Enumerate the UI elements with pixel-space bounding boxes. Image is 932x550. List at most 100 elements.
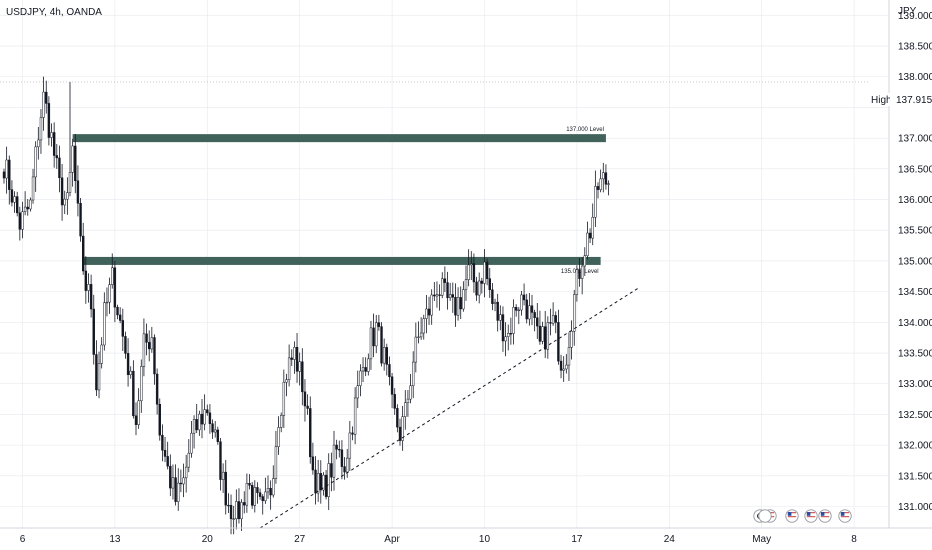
time-tick-label: 17 [571, 534, 583, 545]
candle-up [282, 381, 286, 416]
level-band[interactable] [83, 256, 601, 265]
candle-down [525, 299, 528, 320]
candle-down [301, 361, 304, 393]
candle-up [401, 416, 404, 441]
flag-icon[interactable] [838, 509, 852, 523]
candle-down [488, 278, 491, 290]
candle-up [264, 491, 267, 502]
candle-up [507, 333, 510, 337]
candle-down [557, 322, 560, 362]
candle-up [137, 400, 140, 425]
candle-up [367, 358, 370, 372]
candle-down [451, 294, 455, 298]
candle-down [26, 206, 29, 210]
candle-up [356, 385, 359, 399]
candles [2, 76, 610, 535]
candle-up [594, 186, 597, 218]
candle-down [491, 289, 494, 304]
candle-down [113, 267, 117, 308]
candle-down [522, 294, 526, 301]
candle-up [414, 336, 418, 363]
candle-down [229, 505, 233, 520]
candle-up [66, 192, 69, 200]
candle-down [433, 294, 436, 297]
candle-down [118, 314, 122, 321]
candle-down [124, 336, 127, 354]
candle-up [448, 294, 452, 299]
candle-up [517, 309, 520, 312]
candle-up [111, 267, 114, 285]
price-tick-label: 135.000 [898, 256, 932, 267]
flag-icon[interactable] [818, 509, 832, 523]
price-tick-label: 132.500 [898, 410, 932, 421]
time-tick-label: 13 [109, 534, 121, 545]
candle-up [567, 347, 571, 366]
candle-down [319, 473, 323, 491]
high-value-label: 137.915 [896, 95, 932, 106]
candle-down [158, 404, 161, 436]
candle-up [546, 322, 550, 350]
candle-down [446, 282, 449, 299]
candle-down [161, 434, 164, 451]
event-icons[interactable] [753, 509, 852, 523]
candle-up [528, 305, 531, 320]
candle-up [285, 379, 288, 383]
candle-down [216, 429, 220, 442]
candle-down [16, 196, 19, 214]
candle-down [153, 337, 156, 375]
time-tick-label: May [752, 534, 771, 545]
candle-up [298, 361, 301, 372]
flag-icon[interactable] [804, 509, 818, 523]
candle-down [472, 263, 476, 283]
candle-down [74, 145, 77, 182]
candle-down [536, 317, 539, 327]
candle-up [359, 370, 362, 386]
price-axis[interactable]: 131.000 131.500 132.000 132.500 133.000 133.5… [898, 11, 932, 513]
candle-up [602, 172, 605, 180]
time-tick-label: Apr [384, 534, 400, 545]
candle-down [459, 297, 462, 310]
candle-down [314, 469, 317, 494]
price-tick-label: 132.000 [898, 441, 932, 452]
price-tick-label: 134.000 [898, 318, 932, 329]
candle-up [31, 176, 35, 201]
candle-down [82, 235, 85, 272]
price-tick-label: 135.500 [898, 226, 932, 237]
candle-down [8, 159, 11, 190]
flag-icon[interactable] [785, 509, 799, 523]
candle-up [361, 367, 365, 372]
candle-up [430, 294, 433, 316]
candle-up [5, 159, 8, 179]
trend-line[interactable] [259, 288, 638, 529]
candle-up [140, 366, 143, 402]
candle-up [266, 488, 270, 493]
candle-down [208, 412, 212, 424]
candle-down [578, 269, 581, 279]
candle-down [306, 405, 309, 409]
candle-down [604, 172, 608, 185]
time-axis[interactable]: 6 13 20 27 Apr 10 17 24 May 8 [20, 534, 858, 545]
candle-up [425, 308, 428, 319]
candle-up [375, 322, 378, 347]
candle-down [443, 278, 447, 283]
candle-up [565, 364, 568, 370]
candle-down [55, 155, 58, 159]
candle-down [311, 456, 315, 471]
candle-up [322, 474, 325, 491]
candle-down [121, 320, 124, 337]
candle-down [237, 501, 241, 520]
level-band[interactable] [72, 134, 606, 143]
candle-down [438, 294, 441, 296]
overlapping-event-icon[interactable] [758, 509, 772, 523]
time-tick-label: 8 [851, 534, 857, 545]
candle-down [295, 347, 299, 372]
price-tick-label: 133.500 [898, 349, 932, 360]
candle-down [206, 409, 209, 414]
candle-down [95, 354, 98, 391]
candle-down [269, 488, 272, 496]
candle-up [573, 294, 576, 332]
candle-up [382, 347, 386, 364]
candle-down [559, 360, 563, 371]
